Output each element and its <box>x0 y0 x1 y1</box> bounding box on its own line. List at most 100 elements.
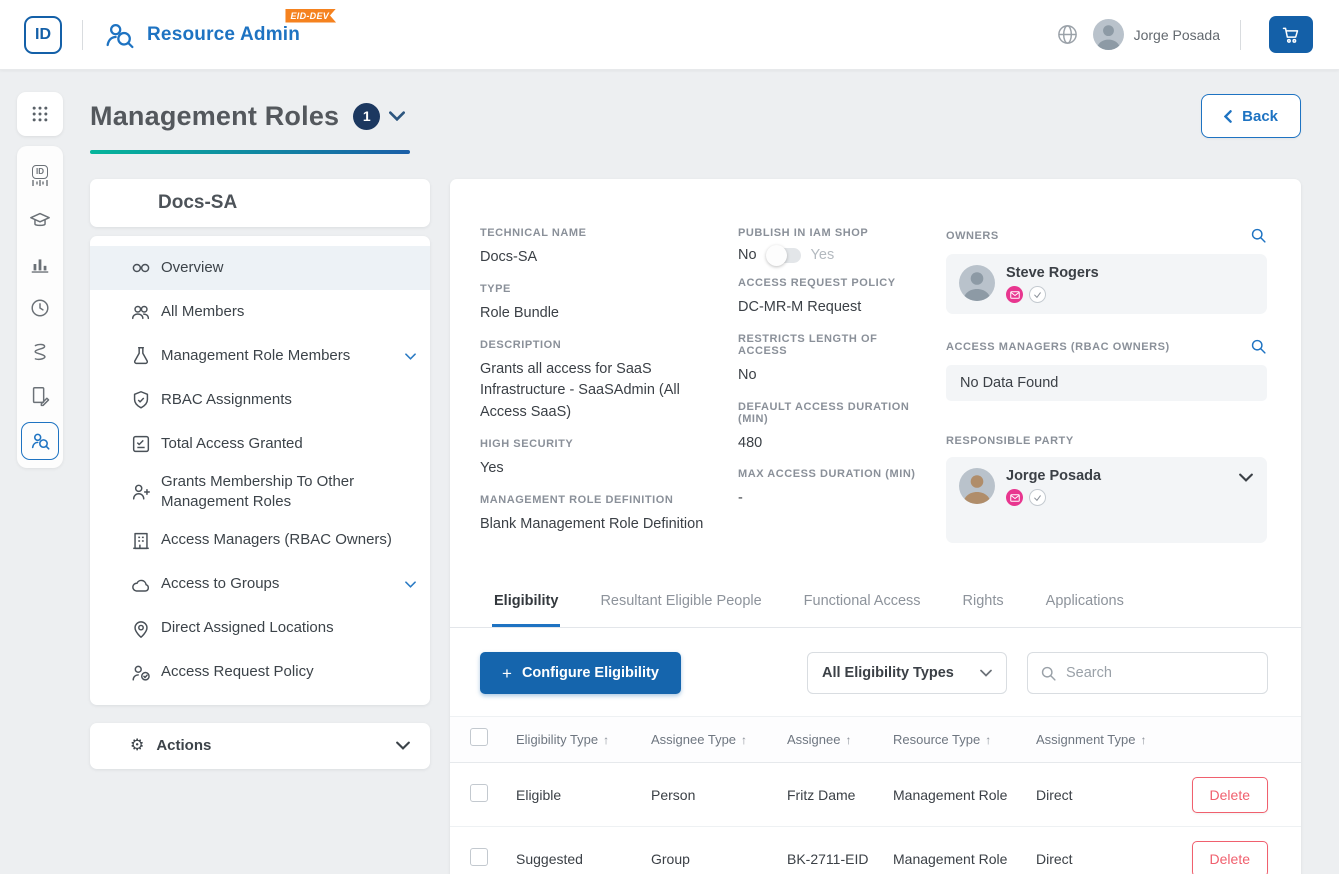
grid-icon <box>32 106 48 122</box>
row-checkbox[interactable] <box>470 784 488 803</box>
column-header[interactable]: Resource Type <box>893 732 981 748</box>
field-label: DEFAULT ACCESS DURATION (MIN) <box>738 400 910 425</box>
eligibility-type-cell: Suggested <box>516 850 583 867</box>
email-icon[interactable] <box>1006 286 1023 303</box>
rail-item-resource-admin-active[interactable] <box>21 422 59 460</box>
rail-item-workflows[interactable] <box>20 330 60 374</box>
chevron-down-icon[interactable] <box>389 111 406 121</box>
sidebar-item-overview[interactable]: Overview <box>90 246 430 290</box>
field-label: MAX ACCESS DURATION (MIN) <box>738 468 916 481</box>
rail-item-reports[interactable] <box>20 242 60 286</box>
rail-item-forms[interactable] <box>20 374 60 418</box>
id-card-icon: ID <box>32 165 48 179</box>
sort-asc-icon[interactable]: ↑ <box>603 732 610 747</box>
configure-eligibility-button[interactable]: + Configure Eligibility <box>480 652 681 695</box>
globe-icon[interactable] <box>1056 23 1079 46</box>
main-content: Management Roles 1 Back Docs-SA <box>90 70 1301 874</box>
role-sidebar: Docs-SA Overview All Members <box>90 179 430 769</box>
sidebar-item-label: Grants Membership To Other Management Ro… <box>161 473 355 511</box>
location-pin-icon <box>130 618 152 640</box>
column-header[interactable]: Assignment Type <box>1036 732 1136 748</box>
sidebar-item-label: Direct Assigned Locations <box>161 619 334 637</box>
back-button[interactable]: Back <box>1201 94 1301 138</box>
sidebar-item-label: All Members <box>161 302 245 320</box>
sort-asc-icon[interactable]: ↑ <box>741 732 748 747</box>
chevron-down-icon[interactable] <box>399 352 416 360</box>
details-column-2: PUBLISH IN IAM SHOP No Yes ACCESS REQUES… <box>738 227 918 549</box>
plus-icon: + <box>502 663 512 683</box>
gear-icon: ⚙ <box>130 736 145 754</box>
app-grid-button[interactable] <box>17 92 63 136</box>
publish-toggle[interactable] <box>765 244 801 266</box>
sidebar-item-access-to-groups[interactable]: Access to Groups <box>90 563 430 607</box>
sidebar-item-all-members[interactable]: All Members <box>90 290 430 334</box>
edit-icon[interactable] <box>1029 286 1046 303</box>
chevron-down-icon <box>396 741 410 750</box>
row-checkbox[interactable] <box>470 848 488 867</box>
column-header[interactable]: Assignee <box>787 732 841 748</box>
select-all-checkbox[interactable] <box>470 728 488 747</box>
icon-rail: ID <box>12 70 68 874</box>
count-badge: 1 <box>353 102 381 130</box>
description-value: Grants all access for SaaS Infrastructur… <box>480 360 680 421</box>
eligibility-toolbar: + Configure Eligibility All Eligibility … <box>450 628 1301 716</box>
detail-tabs: Eligibility Resultant Eligible People Fu… <box>450 581 1301 629</box>
sidebar-item-direct-assigned-locations[interactable]: Direct Assigned Locations <box>90 607 430 651</box>
actions-menu[interactable]: ⚙ Actions <box>90 722 430 769</box>
search-icon[interactable] <box>1250 227 1267 244</box>
user-name[interactable]: Jorge Posada <box>1133 26 1220 43</box>
no-data-message: No Data Found <box>946 365 1267 401</box>
chevron-down-icon[interactable] <box>1239 473 1253 482</box>
rail-item-id-card[interactable]: ID <box>20 154 60 198</box>
delete-button[interactable]: Delete <box>1191 776 1268 813</box>
cart-button[interactable] <box>1269 16 1313 53</box>
tab-resultant-eligible-people[interactable]: Resultant Eligible People <box>600 593 762 610</box>
role-name-header: Docs-SA <box>90 179 430 227</box>
sort-asc-icon[interactable]: ↑ <box>1140 732 1147 747</box>
rail-item-education[interactable] <box>20 198 60 242</box>
sidebar-item-management-role-members[interactable]: Management Role Members <box>90 334 430 378</box>
column-header[interactable]: Assignee Type <box>651 732 737 748</box>
cart-icon <box>1282 27 1299 43</box>
search-input[interactable] <box>1066 665 1255 682</box>
field-label: RESPONSIBLE PARTY <box>946 435 1074 447</box>
chevron-down-icon[interactable] <box>399 581 416 588</box>
rail-item-history[interactable] <box>20 286 60 330</box>
owner-card[interactable]: Steve Rogers <box>946 254 1267 314</box>
toggle-off-label: No <box>738 247 757 263</box>
sidebar-item-access-request-policy[interactable]: Access Request Policy <box>90 651 430 695</box>
eligibility-type-value: All Eligibility Types <box>822 665 954 682</box>
eligibility-type-select[interactable]: All Eligibility Types <box>807 652 1007 695</box>
topbar: ID Resource Admin EID-DEV Jorge Posada <box>0 0 1339 70</box>
email-icon[interactable] <box>1006 489 1023 506</box>
max-duration-value: - <box>738 490 743 507</box>
field-label: TECHNICAL NAME <box>480 227 587 239</box>
tab-functional-access[interactable]: Functional Access <box>803 593 921 610</box>
column-header[interactable]: Eligibility Type <box>516 732 599 748</box>
tab-applications[interactable]: Applications <box>1045 593 1124 610</box>
search-icon[interactable] <box>1250 338 1267 355</box>
role-detail-panel: TECHNICAL NAME Docs-SA TYPE Role Bundle … <box>450 179 1301 874</box>
clock-icon <box>31 299 49 317</box>
sidebar-item-label: Total Access Granted <box>161 434 303 452</box>
barcode-icon <box>32 180 48 186</box>
tab-eligibility[interactable]: Eligibility <box>492 581 561 628</box>
user-avatar[interactable] <box>1092 19 1124 50</box>
app-logo[interactable]: ID <box>24 15 62 54</box>
table-header-row: Eligibility Type ↑ Assignee Type ↑ Assigne… <box>450 716 1301 764</box>
edit-icon[interactable] <box>1029 489 1046 506</box>
sidebar-item-rbac-assignments[interactable]: RBAC Assignments <box>90 378 430 422</box>
delete-button[interactable]: Delete <box>1191 840 1268 874</box>
responsible-party-card[interactable]: Jorge Posada <box>946 457 1267 543</box>
bar-chart-icon <box>31 259 49 273</box>
mrd-value: Blank Management Role Definition <box>480 515 704 532</box>
sidebar-item-access-managers[interactable]: Access Managers (RBAC Owners) <box>90 519 430 563</box>
sort-asc-icon[interactable]: ↑ <box>845 732 852 747</box>
sort-asc-icon[interactable]: ↑ <box>985 732 992 747</box>
assignment-type-cell: Direct <box>1036 786 1073 803</box>
sidebar-item-total-access-granted[interactable]: Total Access Granted <box>90 422 430 466</box>
sidebar-item-grants-membership[interactable]: Grants Membership To Other Management Ro… <box>90 466 430 519</box>
environment-badge: EID-DEV <box>285 8 337 23</box>
tab-rights[interactable]: Rights <box>962 593 1004 610</box>
flask-icon <box>130 345 152 367</box>
